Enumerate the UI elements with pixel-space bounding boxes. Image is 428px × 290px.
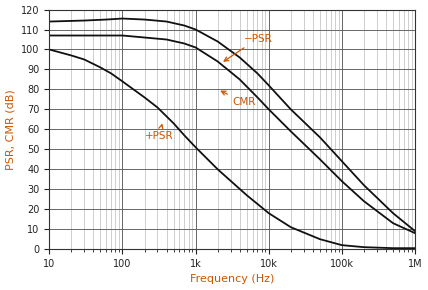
Text: +PSR: +PSR xyxy=(145,125,173,141)
Text: CMR: CMR xyxy=(221,91,256,107)
X-axis label: Frequency (Hz): Frequency (Hz) xyxy=(190,274,274,284)
Y-axis label: PSR, CMR (dB): PSR, CMR (dB) xyxy=(6,89,15,170)
Text: −PSR: −PSR xyxy=(224,34,272,61)
